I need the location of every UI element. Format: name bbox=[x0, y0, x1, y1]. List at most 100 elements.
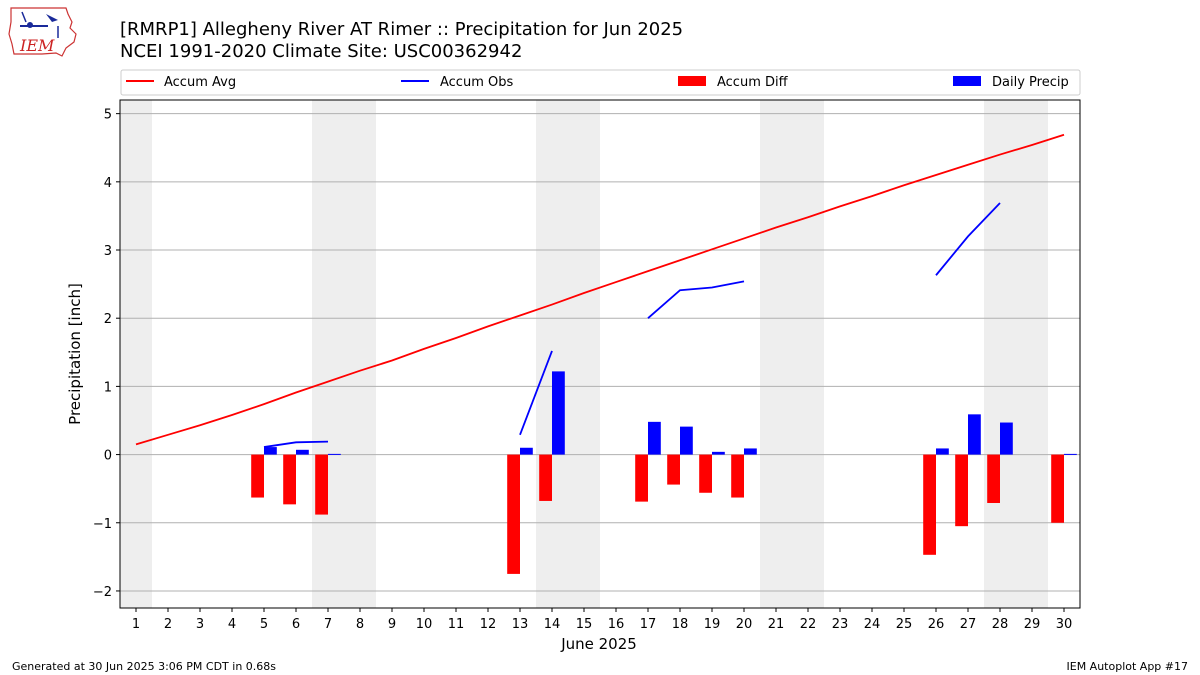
accum-obs-line bbox=[935, 202, 1001, 276]
footer-generated: Generated at 30 Jun 2025 3:06 PM CDT in … bbox=[12, 660, 276, 673]
weekend-band-15 bbox=[568, 100, 600, 608]
legend-label-accum-diff: Accum Diff bbox=[717, 75, 789, 90]
accum-diff-bar bbox=[699, 454, 712, 493]
daily-precip-bar bbox=[936, 448, 949, 455]
daily-precip-bar bbox=[264, 447, 277, 455]
accum-avg-line bbox=[135, 133, 1065, 446]
daily-precip-bar bbox=[296, 449, 309, 455]
legend-item-daily-precip: Daily Precip bbox=[953, 75, 1069, 90]
accum-diff-bar bbox=[251, 454, 264, 498]
accum-diff-bar bbox=[955, 454, 968, 527]
xtick-label: 18 bbox=[672, 617, 689, 632]
xtick-label: 19 bbox=[704, 617, 721, 632]
xtick-label: 6 bbox=[292, 617, 300, 632]
daily-precip-bar bbox=[520, 447, 533, 455]
xtick-label: 15 bbox=[576, 617, 593, 632]
legend: Accum Avg Accum Obs Accum Diff Daily Pre… bbox=[120, 69, 1081, 96]
weekend-band-1 bbox=[120, 100, 152, 608]
lines bbox=[135, 133, 1065, 448]
accum-diff-bar bbox=[507, 454, 520, 574]
xtick-label: 30 bbox=[1056, 617, 1073, 632]
accum-diff-bar bbox=[667, 454, 680, 485]
plot-frame bbox=[119, 99, 1081, 609]
weekend-band-14 bbox=[536, 100, 568, 608]
iem-logo: IEM bbox=[8, 7, 77, 57]
daily-precip-bar bbox=[648, 421, 661, 455]
daily-precip-bar bbox=[1000, 422, 1013, 455]
accum-obs-line bbox=[647, 280, 745, 319]
ytick-label: 3 bbox=[104, 244, 112, 259]
legend-label-accum-avg: Accum Avg bbox=[164, 75, 236, 90]
ytick-label: 4 bbox=[104, 176, 112, 191]
legend-item-accum-diff: Accum Diff bbox=[678, 75, 789, 90]
legend-item-accum-avg: Accum Avg bbox=[126, 75, 236, 90]
accum-diff-bar bbox=[635, 454, 648, 502]
xtick-label: 22 bbox=[800, 617, 817, 632]
gridlines bbox=[120, 113, 1080, 592]
footer-app: IEM Autoplot App #17 bbox=[1067, 660, 1189, 673]
xtick-label: 9 bbox=[388, 617, 396, 632]
daily-precip-bar bbox=[712, 451, 725, 455]
logo-text: IEM bbox=[19, 36, 55, 55]
accum-diff-bar bbox=[731, 454, 744, 498]
daily-precip-bar bbox=[328, 453, 341, 455]
xtick-label: 23 bbox=[832, 617, 849, 632]
daily-precip-bar bbox=[1064, 453, 1077, 455]
xtick-label: 14 bbox=[544, 617, 561, 632]
ytick-label: 1 bbox=[104, 380, 112, 395]
xtick-label: 11 bbox=[448, 617, 465, 632]
y-axis-ticks: −2 −1 0 1 2 3 4 5 bbox=[93, 108, 120, 600]
x-axis-label: June 2025 bbox=[560, 635, 637, 653]
xtick-label: 24 bbox=[864, 617, 881, 632]
xtick-label: 12 bbox=[480, 617, 497, 632]
xtick-label: 10 bbox=[416, 617, 433, 632]
xtick-label: 16 bbox=[608, 617, 625, 632]
daily-precip-bar bbox=[552, 371, 565, 455]
weekend-band-8 bbox=[344, 100, 376, 608]
xtick-label: 21 bbox=[768, 617, 785, 632]
xtick-label: 8 bbox=[356, 617, 364, 632]
xtick-label: 3 bbox=[196, 617, 204, 632]
weekend-band-29 bbox=[1016, 100, 1048, 608]
accum-diff-bar bbox=[923, 454, 936, 555]
ytick-label: 5 bbox=[104, 108, 112, 123]
ytick-label: 2 bbox=[104, 312, 112, 327]
chart-title: [RMRP1] Allegheny River AT Rimer :: Prec… bbox=[120, 19, 683, 40]
weekend-band-21 bbox=[760, 100, 792, 608]
xtick-label: 27 bbox=[960, 617, 977, 632]
accum-diff-bar bbox=[315, 454, 328, 515]
xtick-label: 1 bbox=[132, 617, 140, 632]
accum-diff-bar bbox=[987, 454, 1000, 503]
ytick-label: −2 bbox=[93, 585, 112, 600]
daily-precip-bar bbox=[680, 426, 693, 455]
xtick-label: 25 bbox=[896, 617, 913, 632]
y-axis-label: Precipitation [inch] bbox=[66, 283, 84, 425]
daily-precip-bar bbox=[744, 448, 757, 455]
x-axis-ticks: 1 2 3 4 5 6 7 8 9 10 11 12 13 14 15 16 17 18 19 20 21 22 23 24 2… bbox=[132, 608, 1072, 632]
legend-label-accum-obs: Accum Obs bbox=[440, 75, 513, 90]
bars bbox=[251, 371, 1077, 574]
xtick-label: 17 bbox=[640, 617, 657, 632]
daily-precip-bar bbox=[968, 414, 981, 455]
xtick-label: 13 bbox=[512, 617, 529, 632]
accum-diff-bar bbox=[539, 454, 552, 501]
weekend-bands bbox=[120, 100, 1048, 608]
chart-subtitle: NCEI 1991-2020 Climate Site: USC00362942 bbox=[120, 41, 522, 62]
accum-diff-bar bbox=[283, 454, 296, 505]
xtick-label: 5 bbox=[260, 617, 268, 632]
xtick-label: 28 bbox=[992, 617, 1009, 632]
ytick-label: −1 bbox=[93, 517, 112, 532]
weekend-band-7 bbox=[312, 100, 344, 608]
weekend-band-22 bbox=[792, 100, 824, 608]
weekend-band-28 bbox=[984, 100, 1016, 608]
xtick-label: 20 bbox=[736, 617, 753, 632]
xtick-label: 7 bbox=[324, 617, 332, 632]
xtick-label: 4 bbox=[228, 617, 236, 632]
legend-label-daily-precip: Daily Precip bbox=[992, 75, 1069, 90]
legend-item-accum-obs: Accum Obs bbox=[401, 75, 513, 90]
xtick-label: 2 bbox=[164, 617, 172, 632]
accum-obs-line bbox=[519, 350, 553, 436]
accum-diff-bar bbox=[1051, 454, 1064, 523]
accum-obs-line bbox=[263, 440, 329, 448]
